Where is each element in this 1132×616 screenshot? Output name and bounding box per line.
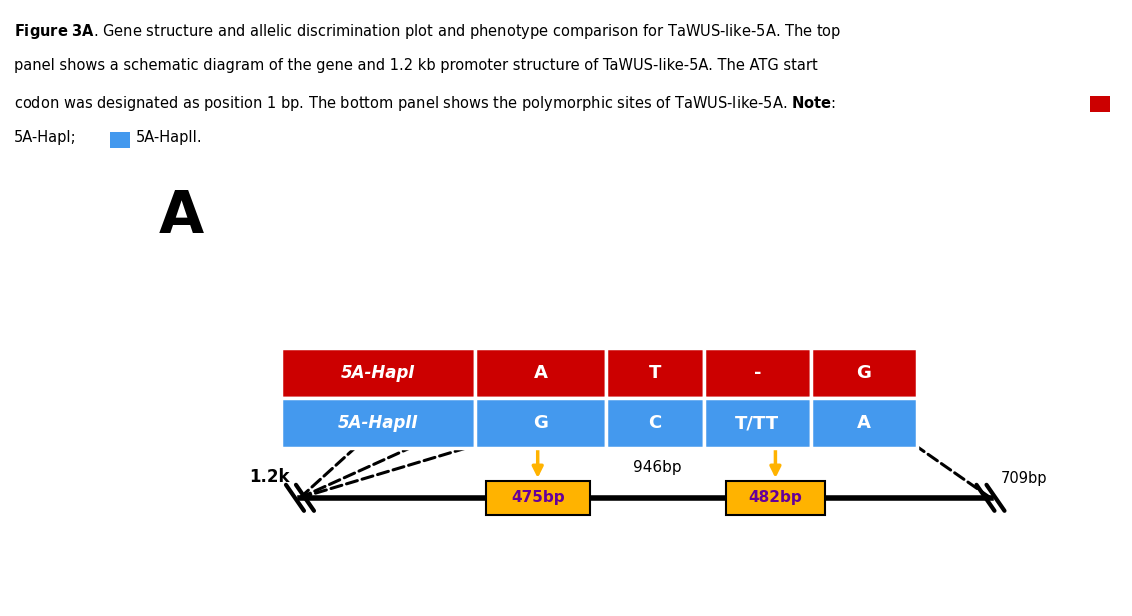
Text: A: A [158, 188, 204, 245]
Text: 5A-HapII: 5A-HapII [337, 415, 419, 432]
Text: T/TT: T/TT [736, 415, 779, 432]
Bar [704, 349, 811, 399]
Text: codon was designated as position 1 bp. The bottom panel shows the polymorphic si: codon was designated as position 1 bp. T… [14, 94, 835, 113]
Text: C: C [649, 415, 661, 432]
Bar [811, 399, 917, 448]
Text: 475bp: 475bp [511, 490, 565, 505]
Bar [281, 399, 475, 448]
Text: 709: 709 [809, 388, 839, 403]
Text: 709bp: 709bp [1001, 471, 1047, 486]
Text: T: T [649, 365, 661, 383]
Bar [811, 349, 917, 399]
Text: 482bp: 482bp [748, 490, 803, 505]
Text: G: G [533, 415, 548, 432]
Text: -1126: -1126 [404, 388, 452, 403]
Bar [1090, 96, 1110, 112]
Bar [475, 349, 606, 399]
Text: 1.2k: 1.2k [249, 468, 290, 486]
Text: A: A [857, 415, 871, 432]
Bar [281, 349, 475, 399]
Bar [606, 399, 704, 448]
Text: $\bf{Figure\ 3A}$. Gene structure and allelic discrimination plot and phenotype : $\bf{Figure\ 3A}$. Gene structure and al… [14, 22, 841, 41]
Text: ATG: ATG [516, 420, 559, 439]
Text: panel shows a schematic diagram of the gene and 1.2 kb promoter structure of TaW: panel shows a schematic diagram of the g… [14, 58, 817, 73]
Text: A: A [533, 365, 548, 383]
Text: 5A-HapI;: 5A-HapI; [14, 130, 77, 145]
Text: 5A-HapII.: 5A-HapII. [136, 130, 203, 145]
Text: 5A-HapI: 5A-HapI [341, 365, 415, 383]
Bar [726, 481, 825, 515]
Text: G: G [856, 365, 872, 383]
Text: -764: -764 [538, 388, 574, 403]
Bar [475, 399, 606, 448]
Bar [606, 349, 704, 399]
Bar [110, 132, 130, 148]
Text: -662: -662 [669, 388, 705, 403]
Text: 946bp: 946bp [634, 460, 681, 475]
Bar [704, 399, 811, 448]
Text: -: - [754, 365, 761, 383]
Text: TGA: TGA [753, 420, 798, 439]
Bar [486, 481, 590, 515]
